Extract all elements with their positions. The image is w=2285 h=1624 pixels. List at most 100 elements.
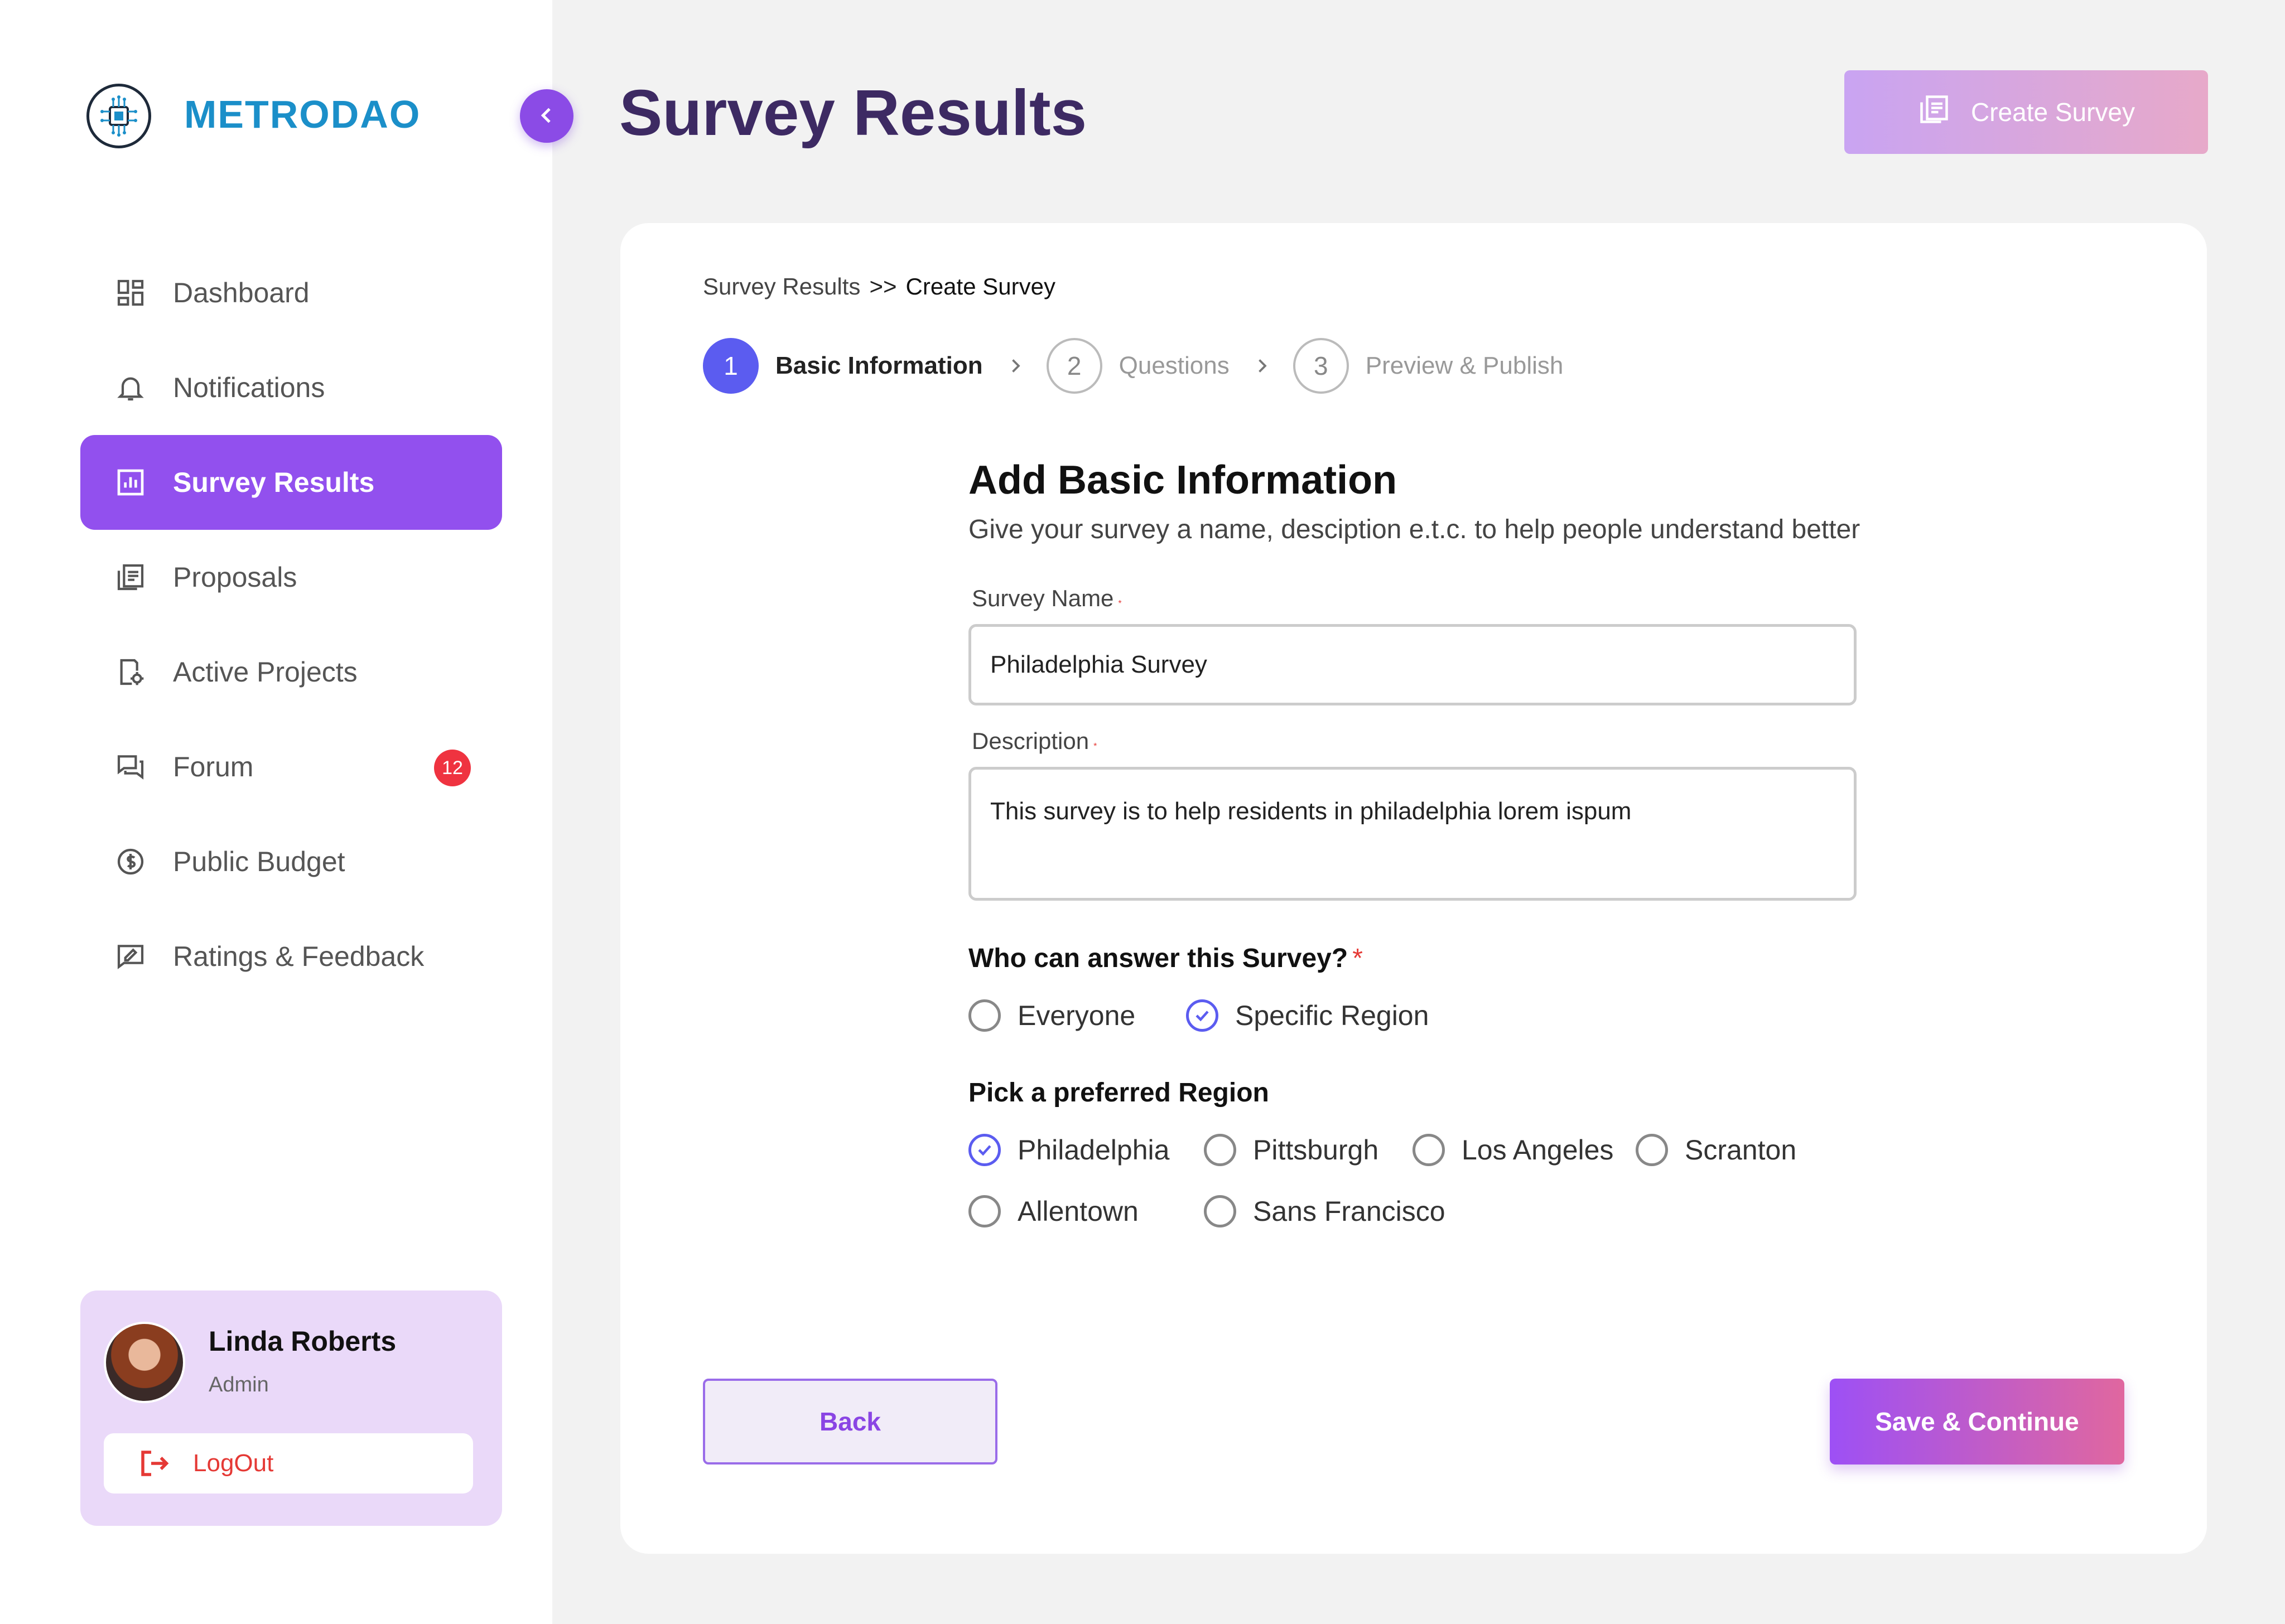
sidebar-item-dashboard[interactable]: Dashboard — [80, 245, 502, 340]
radio-checked-icon — [968, 1134, 1001, 1166]
collapse-sidebar-button[interactable] — [520, 89, 573, 143]
sidebar-item-public-budget[interactable]: Public Budget — [80, 814, 502, 909]
radio-label: Everyone — [1018, 1000, 1136, 1031]
radio-label: Los Angeles — [1462, 1134, 1614, 1166]
radio-unchecked-icon — [1204, 1134, 1236, 1166]
chevron-right-icon — [1005, 356, 1025, 376]
description-label-row: Description * — [968, 728, 1861, 755]
required-mark: * — [1352, 944, 1363, 973]
radio-pittsburgh[interactable]: Pittsburgh — [1204, 1134, 1413, 1166]
radio-label: Allentown — [1018, 1196, 1139, 1227]
project-settings-icon — [114, 655, 147, 689]
radio-unchecked-icon — [1204, 1195, 1236, 1227]
dashboard-icon — [114, 276, 147, 310]
survey-name-field[interactable]: Philadelphia Survey — [968, 624, 1857, 705]
bar-chart-icon — [114, 466, 147, 499]
radio-everyone[interactable]: Everyone — [968, 999, 1186, 1032]
region-options-row-2: Allentown Sans Francisco — [968, 1195, 1861, 1227]
sidebar-item-survey-results[interactable]: Survey Results — [80, 435, 502, 530]
sidebar-item-label: Active Projects — [173, 656, 358, 688]
radio-sans-francisco[interactable]: Sans Francisco — [1204, 1195, 1445, 1227]
sidebar-item-label: Ratings & Feedback — [173, 941, 425, 972]
audience-question: Who can answer this Survey? — [968, 944, 1348, 973]
survey-name-label: Survey Name — [972, 585, 1114, 611]
user-card: Linda Roberts Admin LogOut — [80, 1290, 502, 1526]
survey-name-value: Philadelphia Survey — [990, 651, 1207, 678]
brand-name: METRODAO — [184, 93, 421, 136]
logo-icon — [86, 84, 151, 148]
user-role: Admin — [209, 1373, 269, 1396]
sidebar-item-label: Forum — [173, 751, 254, 782]
user-name: Linda Roberts — [209, 1326, 397, 1357]
avatar — [104, 1322, 185, 1403]
step-preview-publish[interactable]: 3 Preview & Publish — [1293, 338, 1563, 394]
required-mark: * — [1093, 742, 1097, 751]
radio-label: Philadelphia — [1018, 1134, 1170, 1166]
required-mark: * — [1118, 599, 1122, 608]
form-title: Add Basic Information — [968, 458, 1397, 502]
documents-icon — [114, 560, 147, 594]
notification-badge: 12 — [434, 750, 471, 786]
sidebar-item-label: Public Budget — [173, 846, 345, 877]
breadcrumb-current: Create Survey — [905, 273, 1055, 299]
sidebar-item-forum[interactable]: Forum 12 — [80, 719, 502, 814]
radio-unchecked-icon — [1413, 1134, 1445, 1166]
sidebar-nav: Dashboard Notifications Survey Results P… — [80, 245, 502, 1004]
step-number: 2 — [1046, 338, 1102, 394]
region-question: Pick a preferred Region — [968, 1078, 1269, 1108]
radio-allentown[interactable]: Allentown — [968, 1195, 1204, 1227]
sidebar-item-label: Proposals — [173, 562, 297, 593]
logout-icon — [137, 1447, 171, 1480]
region-question-row: Pick a preferred Region — [968, 1077, 1861, 1108]
audience-question-row: Who can answer this Survey? * — [968, 943, 1861, 974]
sidebar-item-proposals[interactable]: Proposals — [80, 530, 502, 625]
description-label: Description — [972, 728, 1090, 754]
create-survey-button[interactable]: Create Survey — [1844, 70, 2208, 154]
create-survey-label: Create Survey — [1970, 98, 2135, 127]
sidebar-item-label: Notifications — [173, 372, 325, 403]
step-label: Basic Information — [775, 352, 983, 379]
sidebar-item-active-projects[interactable]: Active Projects — [80, 625, 502, 719]
radio-checked-icon — [1186, 999, 1218, 1032]
radio-label: Pittsburgh — [1253, 1134, 1379, 1166]
breadcrumb-parent[interactable]: Survey Results — [703, 273, 861, 299]
logout-button[interactable]: LogOut — [104, 1433, 473, 1494]
audience-options: Everyone Specific Region — [968, 999, 1861, 1032]
step-number: 1 — [703, 338, 759, 394]
main-card: Survey Results >> Create Survey 1 Basic In… — [620, 223, 2207, 1554]
bell-icon — [114, 371, 147, 404]
step-basic-information[interactable]: 1 Basic Information — [703, 338, 983, 394]
sidebar: METRODAO Dashboard Notifications Survey … — [0, 0, 552, 1624]
radio-label: Specific Region — [1235, 1000, 1429, 1031]
survey-name-label-row: Survey Name * — [968, 585, 1861, 612]
sidebar-item-label: Dashboard — [173, 277, 310, 308]
description-value: This survey is to help residents in phil… — [990, 798, 1632, 825]
breadcrumb: Survey Results >> Create Survey — [703, 273, 1055, 300]
breadcrumb-separator: >> — [869, 273, 897, 299]
radio-scranton[interactable]: Scranton — [1636, 1134, 1796, 1166]
radio-philadelphia[interactable]: Philadelphia — [968, 1134, 1204, 1166]
chevron-left-icon — [536, 104, 558, 128]
radio-unchecked-icon — [1636, 1134, 1668, 1166]
chat-icon — [114, 750, 147, 784]
sidebar-item-ratings-feedback[interactable]: Ratings & Feedback — [80, 909, 502, 1004]
sidebar-item-notifications[interactable]: Notifications — [80, 340, 502, 435]
radio-label: Scranton — [1685, 1134, 1797, 1166]
radio-los-angeles[interactable]: Los Angeles — [1413, 1134, 1636, 1166]
back-button[interactable]: Back — [703, 1379, 997, 1464]
sidebar-item-label: Survey Results — [173, 467, 375, 498]
radio-specific-region[interactable]: Specific Region — [1186, 999, 1429, 1032]
step-questions[interactable]: 2 Questions — [1046, 338, 1230, 394]
basic-info-form: Add Basic Information Give your survey a… — [968, 457, 1861, 1227]
dollar-icon — [114, 845, 147, 878]
chevron-right-icon — [1252, 356, 1272, 376]
stepper: 1 Basic Information 2 Questions 3 Previe… — [703, 338, 1563, 394]
radio-unchecked-icon — [968, 999, 1001, 1032]
documents-icon — [1917, 93, 1951, 132]
radio-label: Sans Francisco — [1253, 1196, 1445, 1227]
region-options-row-1: Philadelphia Pittsburgh Los Angeles Scra… — [968, 1134, 1861, 1166]
description-field[interactable]: This survey is to help residents in phil… — [968, 767, 1857, 901]
feedback-icon — [114, 940, 147, 973]
save-continue-button[interactable]: Save & Continue — [1830, 1379, 2124, 1464]
